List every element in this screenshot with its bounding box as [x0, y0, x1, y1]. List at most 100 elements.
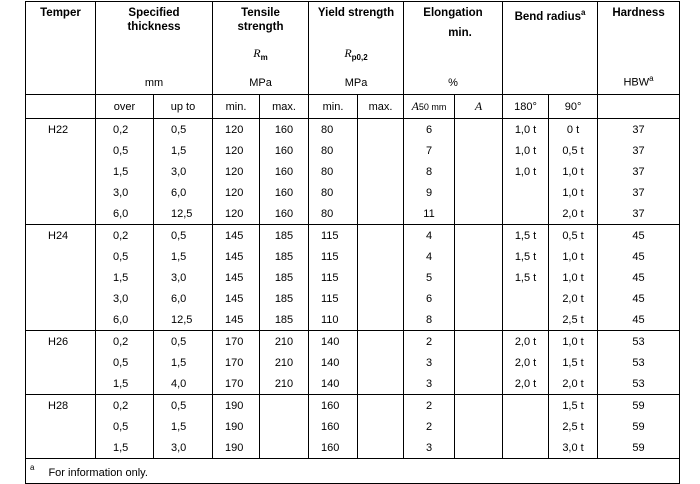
temper-cell	[25, 161, 96, 182]
cell-tensile-min: 170	[212, 373, 260, 395]
footnote: a For information only.	[24, 458, 681, 484]
cell-bend-180	[502, 182, 550, 203]
cell-tensile-min: 145	[212, 267, 260, 288]
cell-yield-min: 140	[308, 352, 358, 373]
cell-bend-180: 1,5 t	[502, 246, 550, 267]
cell-over: 1,5	[95, 437, 154, 459]
cell-yield-max	[357, 330, 404, 352]
table-row: H26 0,2 0,5 170 210 140 2 2,0 t 1,0 t 53	[25, 330, 681, 352]
table-row: 0,5 1,5 120 160 80 7 1,0 t 0,5 t 37	[25, 140, 681, 161]
cell-a	[453, 288, 504, 309]
cell-tensile-min: 120	[212, 118, 260, 140]
cell-bend-180	[502, 309, 550, 331]
cell-up-to: 0,5	[153, 118, 213, 140]
cell-up-to: 12,5	[153, 203, 213, 225]
cell-tensile-min: 190	[212, 416, 260, 437]
table-row: 0,5 1,5 190 160 2 2,5 t 59	[25, 416, 681, 437]
cell-yield-min: 80	[308, 182, 358, 203]
cell-yield-min: 110	[308, 309, 358, 331]
cell-a	[453, 118, 504, 140]
cell-bend-180	[502, 437, 550, 459]
cell-bend-90: 2,0 t	[548, 203, 599, 225]
cell-tensile-min: 190	[212, 437, 260, 459]
temper-cell: H22	[25, 118, 96, 140]
cell-bend-180: 2,0 t	[502, 330, 550, 352]
subheader-over: over	[95, 94, 154, 119]
cell-tensile-min: 170	[212, 352, 260, 373]
table-row: 6,0 12,5 120 160 80 11 2,0 t 37	[25, 203, 681, 225]
table-row: H24 0,2 0,5 145 185 115 4 1,5 t 0,5 t 45	[25, 224, 681, 246]
cell-tensile-max	[259, 394, 309, 416]
cell-a	[453, 182, 504, 203]
cell-bend-90: 0,5 t	[548, 140, 599, 161]
cell-a	[453, 437, 504, 459]
cell-yield-min: 115	[308, 288, 358, 309]
cell-bend-180: 2,0 t	[502, 373, 550, 395]
temper-cell	[25, 373, 96, 395]
cell-yield-min: 115	[308, 224, 358, 246]
cell-up-to: 6,0	[153, 288, 213, 309]
table-row: 0,5 1,5 170 210 140 3 2,0 t 1,5 t 53	[25, 352, 681, 373]
cell-tensile-min: 120	[212, 161, 260, 182]
cell-up-to: 0,5	[153, 394, 213, 416]
cell-yield-max	[357, 267, 404, 288]
cell-a50: 6	[403, 118, 455, 140]
cell-bend-90: 0 t	[548, 118, 599, 140]
cell-yield-min: 160	[308, 416, 358, 437]
cell-bend-180: 1,0 t	[502, 161, 550, 182]
cell-yield-max	[357, 118, 404, 140]
cell-a	[453, 140, 504, 161]
cell-yield-max	[357, 224, 404, 246]
cell-a50: 2	[403, 416, 455, 437]
cell-bend-90: 1,0 t	[548, 182, 599, 203]
cell-a	[453, 224, 504, 246]
cell-yield-max	[357, 394, 404, 416]
subheader-a: A	[453, 94, 504, 119]
cell-tensile-min: 120	[212, 182, 260, 203]
cell-tensile-min: 120	[212, 203, 260, 225]
cell-a	[453, 309, 504, 331]
cell-up-to: 12,5	[153, 309, 213, 331]
cell-over: 0,2	[95, 118, 154, 140]
cell-tensile-min: 145	[212, 288, 260, 309]
cell-a50: 4	[403, 246, 455, 267]
cell-tensile-max: 160	[259, 140, 309, 161]
cell-hardness: 45	[597, 224, 681, 246]
cell-tensile-min: 170	[212, 330, 260, 352]
cell-yield-max	[357, 352, 404, 373]
temper-cell	[25, 352, 96, 373]
cell-tensile-max: 210	[259, 352, 309, 373]
temper-cell	[25, 182, 96, 203]
cell-hardness: 37	[597, 140, 681, 161]
cell-over: 0,2	[95, 394, 154, 416]
cell-hardness: 37	[597, 118, 681, 140]
properties-table: Temper Specified thickness mm Tensile st…	[24, 1, 681, 484]
cell-bend-90: 2,0 t	[548, 288, 599, 309]
cell-hardness: 45	[597, 309, 681, 331]
cell-a	[453, 246, 504, 267]
cell-over: 1,5	[95, 373, 154, 395]
cell-yield-min: 160	[308, 394, 358, 416]
table-row: 3,0 6,0 120 160 80 9 1,0 t 37	[25, 182, 681, 203]
cell-over: 0,2	[95, 224, 154, 246]
temper-cell	[25, 203, 96, 225]
cell-bend-180	[502, 394, 550, 416]
cell-tensile-max: 185	[259, 309, 309, 331]
table-row: 3,0 6,0 145 185 115 6 2,0 t 45	[25, 288, 681, 309]
subheader-temper-blank	[25, 94, 96, 119]
cell-over: 1,5	[95, 267, 154, 288]
cell-hardness: 59	[597, 437, 681, 459]
subheader-yield-min: min.	[308, 94, 358, 119]
header-temper: Temper	[25, 1, 96, 95]
table-row: 0,5 1,5 145 185 115 4 1,5 t 1,0 t 45	[25, 246, 681, 267]
cell-bend-90: 3,0 t	[548, 437, 599, 459]
cell-tensile-min: 120	[212, 140, 260, 161]
cell-tensile-max: 210	[259, 373, 309, 395]
subheader-hardness-blank	[597, 94, 681, 119]
cell-tensile-min: 145	[212, 224, 260, 246]
cell-a50: 9	[403, 182, 455, 203]
temper-cell	[25, 288, 96, 309]
header-bend-radius: Bend radiusa	[502, 1, 599, 95]
cell-a50: 6	[403, 288, 455, 309]
cell-tensile-max: 185	[259, 288, 309, 309]
